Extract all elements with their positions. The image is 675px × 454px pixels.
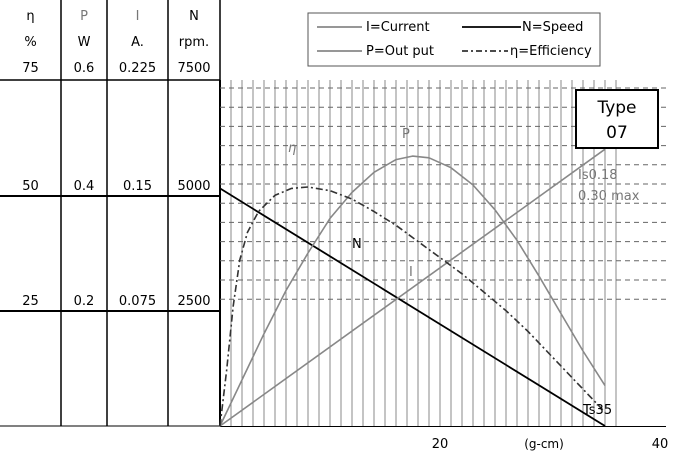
series-line-N — [219, 187, 606, 427]
type-badge: Type 07 — [575, 89, 659, 149]
axis-symbol-I: I — [136, 9, 140, 24]
series-line-P — [219, 155, 606, 427]
axis-unit-P: W — [78, 35, 91, 50]
axis-tick-eta: 75 — [22, 61, 39, 76]
annotation-label: Ts35 — [582, 403, 612, 418]
axis-tick-N: 5000 — [177, 179, 210, 194]
axis-tick-P: 0.4 — [74, 179, 95, 194]
x-tick-label: 40 — [652, 437, 669, 452]
axis-tick-eta: 50 — [22, 179, 39, 194]
x-axis-title: (g-cm) — [524, 437, 564, 451]
series-line-I — [219, 148, 606, 427]
horizontal-grid — [220, 87, 666, 300]
annotation-label: 0.30 max — [578, 189, 640, 204]
axis-symbol-N: N — [189, 9, 199, 24]
series-layer — [219, 148, 606, 427]
legend-label-N: N=Speed — [522, 20, 583, 35]
axis-tick-eta: 25 — [22, 294, 39, 309]
type-badge-line2: 07 — [606, 123, 628, 143]
x-tick-label: 20 — [432, 437, 449, 452]
vertical-grid — [219, 80, 617, 426]
axis-tick-P: 0.2 — [74, 294, 95, 309]
axis-tick-N: 2500 — [177, 294, 210, 309]
axis-unit-eta: % — [24, 35, 36, 50]
axis-tick-I: 0.075 — [119, 294, 156, 309]
axis-symbol-P: P — [80, 9, 88, 24]
annotation-label: η — [288, 141, 296, 156]
type-badge-frame — [575, 89, 659, 149]
legend: I=Current N=Speed P=Out put η=Efficiency — [307, 12, 601, 67]
annotation-label: I — [409, 265, 413, 280]
legend-frame — [307, 12, 601, 67]
x-axis: (g-cm) 20 40 — [432, 437, 669, 452]
axis-symbol-eta: η — [26, 9, 34, 24]
annotation-label: Is0.18 — [578, 168, 618, 183]
legend-label-I: I=Current — [366, 20, 430, 35]
legend-label-eta: η=Efficiency — [510, 44, 592, 59]
annotation-label: P — [402, 127, 410, 142]
axis-tick-N: 7500 — [177, 61, 210, 76]
axis-unit-N: rpm. — [179, 35, 209, 50]
series-line-eta — [219, 186, 606, 427]
annotation-label: N — [352, 237, 362, 252]
axis-unit-I: A. — [131, 35, 144, 50]
axis-tick-I: 0.225 — [119, 61, 156, 76]
legend-label-P: P=Out put — [366, 44, 434, 59]
axis-tick-P: 0.6 — [74, 61, 95, 76]
annotation-layer: η P N I Is0.18 0.30 max Ts35 — [288, 127, 640, 418]
type-badge-line1: Type — [596, 98, 636, 118]
axis-tick-I: 0.15 — [123, 179, 152, 194]
